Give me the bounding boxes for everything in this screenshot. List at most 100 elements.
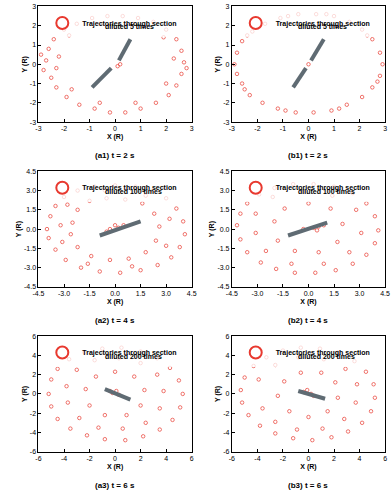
svg-text:1: 1 xyxy=(139,125,143,132)
svg-text:-6: -6 xyxy=(35,455,41,462)
svg-text:diluted 200 times: diluted 200 times xyxy=(105,353,162,360)
svg-text:-3.0: -3.0 xyxy=(58,290,70,297)
svg-text:1: 1 xyxy=(332,125,336,132)
svg-text:6: 6 xyxy=(32,333,36,340)
svg-text:diluted 200 times: diluted 200 times xyxy=(298,353,355,360)
svg-text:-4: -4 xyxy=(61,455,67,462)
svg-text:-3.0: -3.0 xyxy=(217,264,229,271)
svg-text:0.0: 0.0 xyxy=(110,290,120,297)
svg-text:-3: -3 xyxy=(223,119,229,126)
svg-text:Trajectories through section: Trajectories through section xyxy=(276,349,370,357)
svg-text:0.0: 0.0 xyxy=(304,290,314,297)
svg-text:Trajectories through section: Trajectories through section xyxy=(276,20,370,28)
svg-text:0: 0 xyxy=(113,455,117,462)
svg-text:4: 4 xyxy=(226,352,230,359)
svg-text:X (R): X (R) xyxy=(107,133,123,141)
svg-text:2: 2 xyxy=(32,22,36,29)
svg-text:-6: -6 xyxy=(223,448,229,455)
svg-text:-6: -6 xyxy=(229,455,235,462)
svg-text:3.0: 3.0 xyxy=(355,290,365,297)
svg-text:3.0: 3.0 xyxy=(161,290,171,297)
svg-text:0: 0 xyxy=(32,390,36,397)
svg-text:-6: -6 xyxy=(30,448,36,455)
svg-text:-1: -1 xyxy=(30,80,36,87)
svg-text:X (R): X (R) xyxy=(107,298,123,306)
svg-text:4.5: 4.5 xyxy=(380,290,390,297)
svg-text:0: 0 xyxy=(32,61,36,68)
svg-text:-3.0: -3.0 xyxy=(251,290,263,297)
svg-text:2: 2 xyxy=(226,371,230,378)
svg-text:(a3) t = 6 s: (a3) t = 6 s xyxy=(95,481,135,490)
svg-text:-4.5: -4.5 xyxy=(24,283,36,290)
svg-text:6: 6 xyxy=(383,455,387,462)
svg-text:2: 2 xyxy=(332,455,336,462)
svg-text:-4.5: -4.5 xyxy=(32,290,44,297)
svg-text:-3: -3 xyxy=(229,125,235,132)
svg-text:-2: -2 xyxy=(30,410,36,417)
svg-text:Y (R): Y (R) xyxy=(208,221,216,237)
svg-text:3.0: 3.0 xyxy=(220,187,230,194)
svg-text:0: 0 xyxy=(307,125,311,132)
svg-text:diluted 5 times: diluted 5 times xyxy=(298,23,347,30)
svg-text:diluted 100 times: diluted 100 times xyxy=(298,188,355,195)
svg-text:0: 0 xyxy=(113,125,117,132)
svg-text:-1: -1 xyxy=(280,125,286,132)
svg-text:Y (R): Y (R) xyxy=(21,386,29,402)
svg-text:1: 1 xyxy=(32,41,36,48)
svg-text:1.5: 1.5 xyxy=(26,206,36,213)
svg-text:Y (R): Y (R) xyxy=(214,386,222,402)
svg-text:X (R): X (R) xyxy=(300,133,316,141)
svg-text:(a2) t = 4 s: (a2) t = 4 s xyxy=(95,316,135,325)
svg-text:6: 6 xyxy=(190,455,194,462)
svg-text:-4.5: -4.5 xyxy=(217,283,229,290)
svg-text:diluted 5 times: diluted 5 times xyxy=(105,23,154,30)
svg-text:4: 4 xyxy=(32,352,36,359)
svg-text:(b2) t = 4 s: (b2) t = 4 s xyxy=(288,316,328,325)
svg-text:0: 0 xyxy=(226,390,230,397)
svg-text:-3: -3 xyxy=(30,119,36,126)
svg-text:(b3) t = 6 s: (b3) t = 6 s xyxy=(288,481,328,490)
svg-text:0.0: 0.0 xyxy=(220,226,230,233)
svg-text:1.5: 1.5 xyxy=(220,206,230,213)
svg-text:-4: -4 xyxy=(30,429,36,436)
svg-text:-2: -2 xyxy=(30,99,36,106)
svg-text:-3: -3 xyxy=(35,125,41,132)
svg-text:-4.5: -4.5 xyxy=(226,290,238,297)
svg-text:1: 1 xyxy=(226,41,230,48)
svg-text:3.0: 3.0 xyxy=(26,187,36,194)
svg-text:2: 2 xyxy=(164,125,168,132)
svg-text:4.5: 4.5 xyxy=(220,168,230,175)
svg-text:1.5: 1.5 xyxy=(329,290,339,297)
svg-text:-4: -4 xyxy=(223,429,229,436)
svg-text:-2: -2 xyxy=(254,125,260,132)
svg-text:(b1) t = 2 s: (b1) t = 2 s xyxy=(288,151,328,160)
svg-text:0: 0 xyxy=(226,61,230,68)
svg-text:-1.5: -1.5 xyxy=(277,290,289,297)
svg-text:-1: -1 xyxy=(223,80,229,87)
svg-text:Trajectories through section: Trajectories through section xyxy=(82,20,176,28)
svg-text:Y (R): Y (R) xyxy=(21,56,29,72)
svg-text:3: 3 xyxy=(383,125,387,132)
svg-text:-2: -2 xyxy=(86,455,92,462)
svg-text:-1: -1 xyxy=(86,125,92,132)
svg-text:-2: -2 xyxy=(61,125,67,132)
svg-text:4.5: 4.5 xyxy=(26,168,36,175)
svg-text:6: 6 xyxy=(226,333,230,340)
svg-text:Y (R): Y (R) xyxy=(15,221,23,237)
svg-text:4: 4 xyxy=(164,455,168,462)
svg-text:Trajectories through section: Trajectories through section xyxy=(276,184,370,192)
svg-text:-2: -2 xyxy=(223,99,229,106)
svg-text:Trajectories through section: Trajectories through section xyxy=(82,184,176,192)
svg-text:-1.5: -1.5 xyxy=(24,245,36,252)
svg-text:1.5: 1.5 xyxy=(136,290,146,297)
svg-text:3: 3 xyxy=(32,3,36,10)
svg-text:-2: -2 xyxy=(223,410,229,417)
svg-text:(a1) t = 2 s: (a1) t = 2 s xyxy=(95,151,135,160)
svg-text:4.5: 4.5 xyxy=(187,290,197,297)
svg-text:-1.5: -1.5 xyxy=(84,290,96,297)
svg-text:-1.5: -1.5 xyxy=(217,245,229,252)
svg-text:X (R): X (R) xyxy=(300,298,316,306)
svg-text:4: 4 xyxy=(358,455,362,462)
svg-text:2: 2 xyxy=(226,22,230,29)
svg-text:-2: -2 xyxy=(280,455,286,462)
